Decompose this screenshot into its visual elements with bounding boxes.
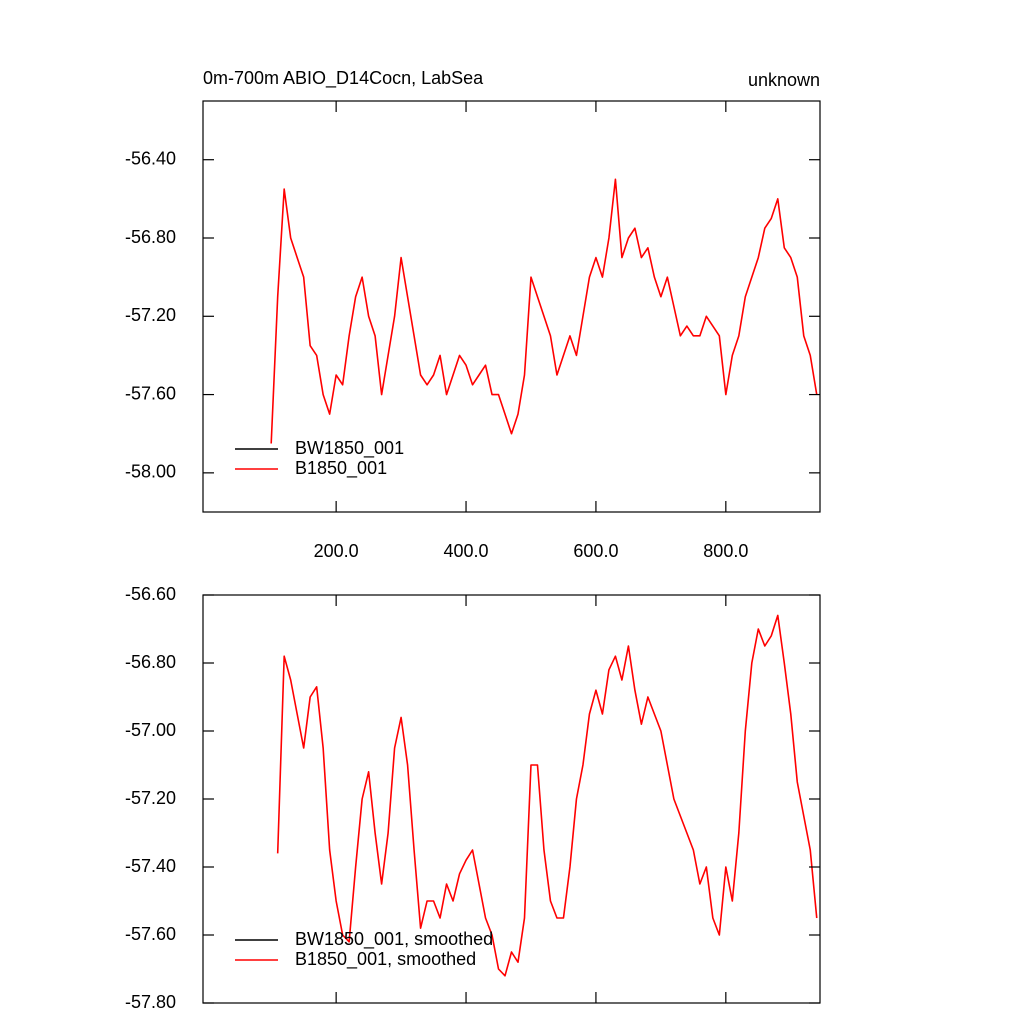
data-line [276,614,818,977]
x-tick-label: 600.0 [573,541,618,561]
y-tick-label: -57.20 [125,305,176,325]
x-tick-label: 400.0 [444,541,489,561]
legend-label: B1850_001 [295,458,387,479]
y-tick-label: -57.00 [125,720,176,740]
plot-frame [202,100,821,513]
x-tick-label: 200.0 [314,541,359,561]
y-tick-label: -57.20 [125,788,176,808]
y-tick-label: -56.60 [125,584,176,604]
y-tick-label: -56.40 [125,148,176,168]
data-line [270,178,818,444]
chart-right-title: unknown [748,70,820,90]
y-tick-label: -57.60 [125,383,176,403]
y-tick-label: -56.80 [125,227,176,247]
legend-label: BW1850_001, smoothed [295,929,493,950]
y-tick-label: -57.80 [125,992,176,1012]
legend-label: BW1850_001 [295,438,404,459]
chart-title: 0m-700m ABIO_D14Cocn, LabSea [203,68,484,89]
y-tick-label: -57.40 [125,856,176,876]
legend-label: B1850_001, smoothed [295,949,476,970]
y-tick-label: -58.00 [125,462,176,482]
y-tick-label: -56.80 [125,652,176,672]
x-tick-label: 800.0 [703,541,748,561]
y-tick-label: -57.60 [125,924,176,944]
